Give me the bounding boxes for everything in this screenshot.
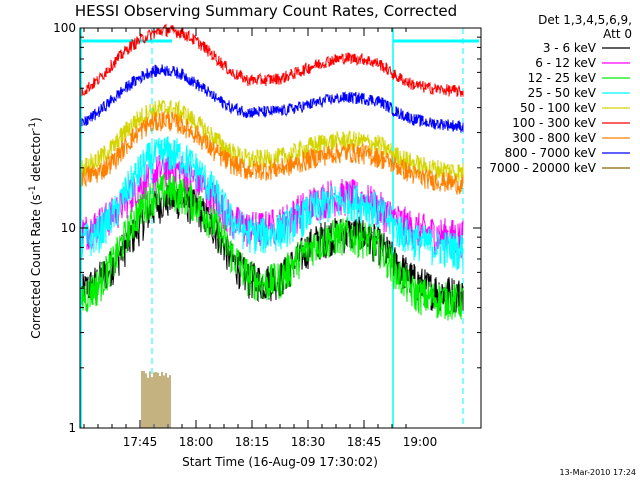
y-axis-label-sup1: -1: [28, 185, 38, 194]
series-800-7000kev: [81, 64, 464, 133]
y-axis-label-mid: detector: [29, 131, 43, 186]
y-axis-label-main: Corrected Count Rate (s: [29, 194, 43, 338]
series-line: [81, 64, 464, 133]
y-axis-label-sup2: -1: [28, 122, 38, 131]
series-12-25kev: [81, 174, 464, 321]
legend-label: 800 - 7000 keV: [505, 146, 597, 160]
legend-label: 7000 - 20000 keV: [489, 161, 596, 175]
legend-label: 50 - 100 keV: [520, 101, 597, 115]
legend-label: 12 - 25 keV: [528, 71, 597, 85]
x-tick-label-1830: 18:30: [291, 435, 326, 449]
x-tick-label-1900: 19:00: [403, 435, 438, 449]
legend-header-line2: Att 0: [603, 27, 632, 41]
legend-label: 3 - 6 keV: [543, 41, 597, 55]
legend-label: 6 - 12 keV: [535, 56, 597, 70]
x-axis-label: Start Time (16-Aug-09 17:30:02): [182, 455, 378, 469]
series-line: [81, 110, 464, 195]
series-line: [81, 136, 464, 271]
series-25-50kev: [81, 136, 464, 271]
x-tick-label-1815: 18:15: [235, 435, 270, 449]
legend-label: 300 - 800 keV: [512, 131, 596, 145]
x-tick-label-1745: 17:45: [123, 435, 158, 449]
y-tick-label-1: 1: [68, 421, 76, 435]
y-tick-label-10: 10: [61, 221, 76, 235]
x-tick-label-1800: 18:00: [179, 435, 214, 449]
series-7000-20000kev: [141, 370, 171, 428]
footer-date: 13-Mar-2010 17:24: [560, 468, 637, 477]
legend-label: 25 - 50 keV: [528, 86, 597, 100]
series-line: [81, 174, 464, 321]
series-300-800kev: [81, 110, 464, 195]
y-tick-label-100: 100: [53, 21, 76, 35]
axes-layer: [80, 27, 481, 429]
plot-frame: [79, 27, 482, 429]
y-axis-label: Corrected Count Rate (s-1 detector-1): [28, 117, 43, 338]
y-axis-label-end: ): [29, 117, 43, 122]
legend-label: 100 - 300 keV: [512, 116, 596, 130]
legend-header-line1: Det 1,3,4,5,6,9,: [538, 13, 632, 27]
series-100-300kev: [81, 23, 464, 97]
chart-title: HESSI Observing Summary Count Rates, Cor…: [75, 2, 457, 20]
series-line: [81, 23, 464, 97]
series-layer: [81, 23, 464, 428]
x-tick-label-1845: 18:45: [347, 435, 382, 449]
